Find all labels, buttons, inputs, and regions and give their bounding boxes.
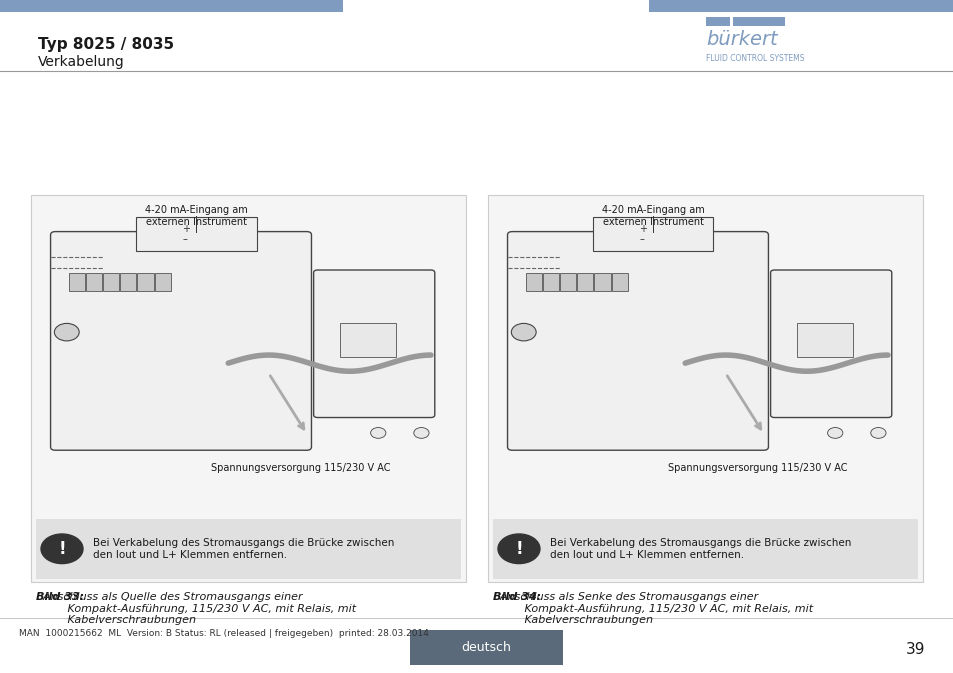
Text: Anschluss als Quelle des Stromausgangs einer
         Kompakt-Ausführung, 115/23: Anschluss als Quelle des Stromausgangs e… (36, 592, 356, 625)
FancyBboxPatch shape (648, 0, 953, 12)
Text: –: – (639, 234, 643, 244)
Text: 39: 39 (905, 642, 924, 657)
FancyBboxPatch shape (51, 232, 311, 450)
FancyBboxPatch shape (154, 273, 171, 291)
FancyBboxPatch shape (31, 195, 465, 582)
Text: +: + (639, 224, 646, 234)
Text: Spannungsversorgung 115/230 V AC: Spannungsversorgung 115/230 V AC (667, 463, 846, 473)
Text: Spannungsversorgung 115/230 V AC: Spannungsversorgung 115/230 V AC (211, 463, 390, 473)
Text: Bild 33:: Bild 33: (36, 592, 84, 602)
Text: Typ 8025 / 8035: Typ 8025 / 8035 (38, 37, 174, 52)
FancyBboxPatch shape (314, 270, 435, 417)
FancyBboxPatch shape (732, 17, 784, 26)
Text: MAN  1000215662  ML  Version: B Status: RL (released | freigegeben)  printed: 28: MAN 1000215662 ML Version: B Status: RL … (19, 629, 429, 638)
FancyBboxPatch shape (488, 195, 922, 582)
Text: 4-20 mA-Eingang am
externen Instrument: 4-20 mA-Eingang am externen Instrument (145, 205, 248, 227)
FancyBboxPatch shape (593, 217, 713, 251)
Circle shape (41, 534, 83, 563)
FancyBboxPatch shape (69, 273, 85, 291)
Text: 4-20 mA-Eingang am
externen Instrument: 4-20 mA-Eingang am externen Instrument (601, 205, 704, 227)
Text: !: ! (515, 540, 522, 558)
Circle shape (54, 324, 79, 341)
FancyBboxPatch shape (770, 270, 891, 417)
FancyBboxPatch shape (759, 17, 778, 26)
Text: deutsch: deutsch (461, 641, 511, 654)
Circle shape (827, 427, 842, 438)
FancyBboxPatch shape (559, 273, 576, 291)
Text: Bei Verkabelung des Stromausgangs die Brücke zwischen
den Iout und L+ Klemmen en: Bei Verkabelung des Stromausgangs die Br… (550, 538, 851, 559)
FancyBboxPatch shape (103, 273, 119, 291)
Text: bürkert: bürkert (705, 30, 777, 49)
FancyBboxPatch shape (136, 217, 256, 251)
Text: Bei Verkabelung des Stromausgangs die Brücke zwischen
den Iout und L+ Klemmen en: Bei Verkabelung des Stromausgangs die Br… (93, 538, 395, 559)
FancyBboxPatch shape (0, 0, 343, 12)
Circle shape (870, 427, 885, 438)
FancyBboxPatch shape (86, 273, 102, 291)
FancyBboxPatch shape (525, 273, 541, 291)
Circle shape (497, 534, 539, 563)
Text: –: – (182, 234, 187, 244)
FancyArrowPatch shape (270, 376, 303, 429)
Text: Verkabelung: Verkabelung (38, 55, 125, 69)
FancyBboxPatch shape (542, 273, 558, 291)
FancyBboxPatch shape (493, 519, 917, 579)
Text: Anschluss als Senke des Stromausgangs einer
         Kompakt-Ausführung, 115/230: Anschluss als Senke des Stromausgangs ei… (493, 592, 813, 625)
FancyBboxPatch shape (120, 273, 136, 291)
FancyBboxPatch shape (796, 323, 852, 357)
FancyBboxPatch shape (339, 323, 396, 357)
FancyBboxPatch shape (137, 273, 153, 291)
FancyBboxPatch shape (507, 232, 768, 450)
FancyBboxPatch shape (594, 273, 610, 291)
FancyBboxPatch shape (36, 519, 460, 579)
FancyBboxPatch shape (410, 630, 562, 665)
Text: FLUID CONTROL SYSTEMS: FLUID CONTROL SYSTEMS (705, 54, 803, 63)
Circle shape (414, 427, 429, 438)
Text: Bild 34:: Bild 34: (493, 592, 540, 602)
Circle shape (511, 324, 536, 341)
FancyBboxPatch shape (577, 273, 593, 291)
FancyBboxPatch shape (705, 17, 729, 26)
Text: !: ! (58, 540, 66, 558)
Circle shape (370, 427, 385, 438)
FancyArrowPatch shape (726, 376, 760, 429)
Text: +: + (182, 224, 190, 234)
FancyBboxPatch shape (611, 273, 627, 291)
